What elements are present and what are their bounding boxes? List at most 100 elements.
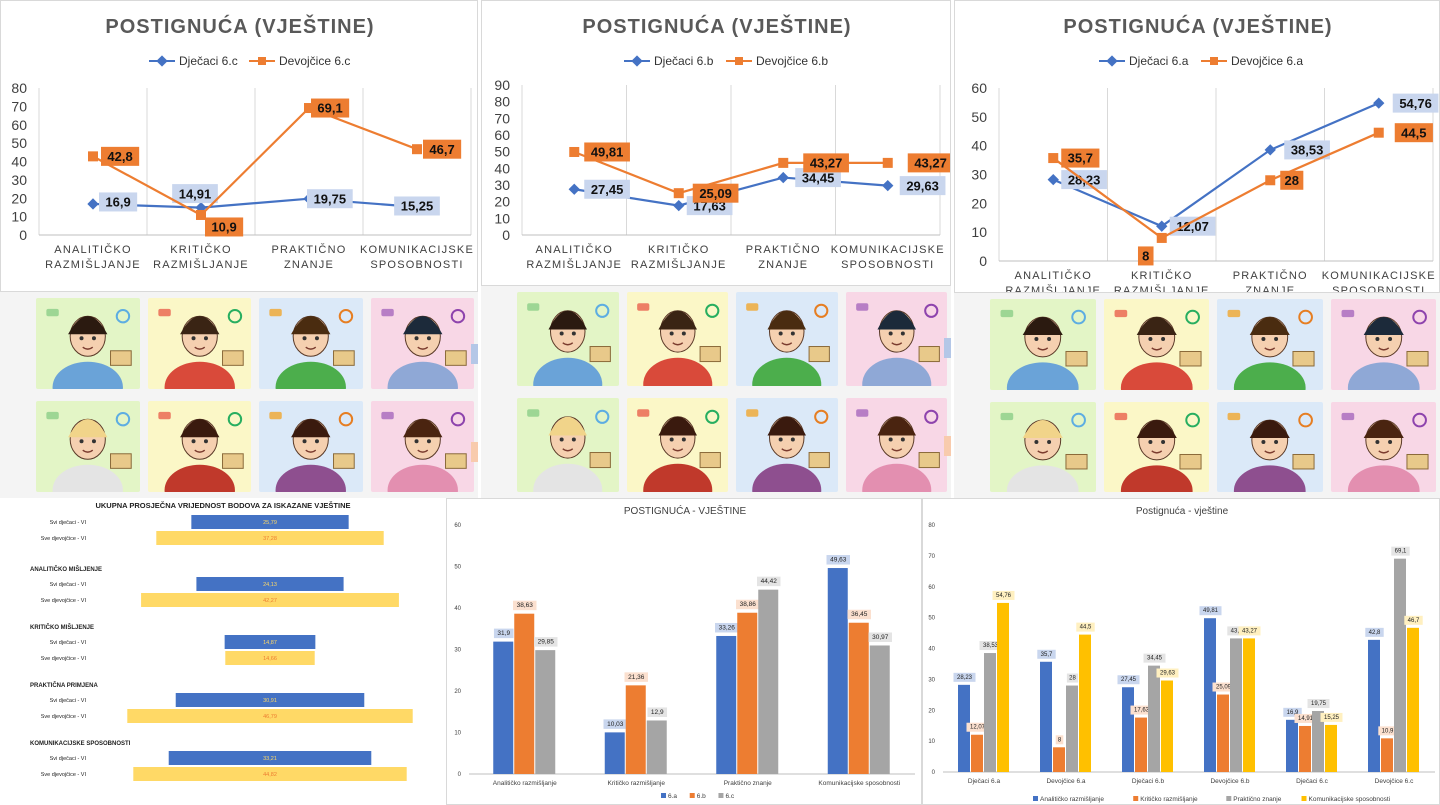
illustration-tile: [36, 401, 140, 492]
y-tick-label: 0: [19, 227, 27, 243]
y-tick-label: 40: [494, 160, 510, 176]
eye-shape: [1387, 337, 1392, 342]
hair-shape: [1136, 317, 1177, 336]
illustration-tile: [370, 401, 474, 492]
mouth-shape: [416, 346, 428, 350]
bar: [848, 622, 869, 774]
data-point: [569, 146, 580, 157]
y-tick-label: 30: [971, 167, 987, 183]
doodle-shape: [1000, 412, 1014, 420]
y-tick-label: 0: [979, 253, 987, 269]
mouth-shape: [781, 342, 793, 346]
doodle-shape: [269, 411, 282, 420]
row-label: Svi dječaci - VI: [50, 698, 87, 704]
doodle-shape: [338, 411, 354, 427]
eye-shape: [559, 437, 564, 442]
side-tab: [944, 436, 951, 456]
x-tick-label: ZNANJE: [284, 259, 334, 271]
bar: [758, 589, 779, 774]
legend-label: Analitičko razmišljanje: [1040, 796, 1104, 803]
y-tick-label: 70: [11, 98, 27, 114]
x-tick-label: ZNANJE: [1245, 285, 1295, 293]
eye-shape: [900, 437, 905, 442]
y-tick-label: 90: [494, 77, 510, 93]
eye-shape: [191, 336, 196, 341]
data-label: 43,2: [1231, 628, 1243, 634]
legend-marker-1: [735, 57, 743, 65]
data-label: 34,45: [802, 170, 835, 185]
x-tick-label: PRAKTIČNO: [746, 243, 821, 256]
data-point: [778, 157, 789, 168]
eye-shape: [1047, 337, 1052, 342]
eye-shape: [1274, 439, 1279, 444]
data-label-box: [1061, 148, 1100, 168]
student-illustration: [1000, 309, 1088, 390]
hair-shape: [402, 419, 442, 438]
doodle-shape: [1298, 412, 1313, 427]
row-label: Svi dječaci - VI: [50, 640, 87, 646]
legend-marker-0: [1106, 55, 1118, 67]
data-label: 10,9: [1382, 728, 1394, 734]
y-tick-label: 70: [928, 554, 935, 560]
data-label: 38,86: [740, 601, 757, 608]
data-label-box: [584, 142, 630, 162]
data-label: 8: [1058, 737, 1062, 743]
data-label: 46,7: [429, 142, 454, 157]
line-chart-6c-panel: POSTIGNUĆA (VJEŠTINE) Dječaci 6.c Devojčic…: [0, 0, 478, 292]
illustration-tile: [1330, 401, 1436, 492]
eye-shape: [669, 331, 674, 336]
bar: [1040, 661, 1052, 772]
y-tick-label: 60: [928, 585, 935, 591]
y-tick-label: 40: [928, 647, 935, 653]
data-point: [196, 209, 206, 220]
data-label-box: [1391, 546, 1410, 556]
bar: [175, 693, 365, 707]
bar: [604, 732, 625, 774]
bar: [224, 635, 316, 649]
mouth-shape: [1150, 449, 1162, 454]
row-label: Svi dječaci - VI: [50, 756, 87, 762]
shirt-shape: [533, 463, 603, 492]
legend-label-0: Dječaci 6.b: [654, 54, 714, 68]
data-label: 43,27: [1242, 628, 1258, 634]
student-illustration: [1114, 412, 1202, 492]
doodle-shape: [595, 409, 610, 424]
data-point: [882, 179, 894, 192]
book-shape: [333, 453, 355, 469]
data-label-box: [1212, 682, 1235, 692]
bar-value: 24,13: [263, 582, 277, 588]
mouth-shape: [1377, 347, 1389, 351]
row-label: Svi dječaci - VI: [50, 520, 87, 526]
data-label: 16,9: [1287, 710, 1299, 716]
bar: [984, 653, 996, 772]
bar: [493, 641, 514, 774]
data-label-box: [692, 183, 739, 203]
x-tick-label: Kritičko razmišljanje: [608, 780, 666, 787]
line-chart-6a: POSTIGNUĆA (VJEŠTINE) Dječaci 6.a Devojčic…: [971, 14, 1439, 293]
data-label: 44,5: [1080, 625, 1092, 631]
data-label-box: [1076, 622, 1095, 632]
mouth-shape: [671, 448, 683, 452]
mouth-shape: [1264, 449, 1276, 454]
data-label-box: [795, 168, 841, 188]
data-label-box: [1394, 123, 1433, 143]
doodle-shape: [1227, 412, 1241, 420]
hair-shape: [68, 419, 108, 438]
x-tick-label: ANALITIČKO: [1015, 269, 1092, 282]
data-label-box: [624, 672, 648, 682]
eye-shape: [91, 439, 96, 444]
data-label: 38,63: [517, 602, 534, 609]
shirt-shape: [164, 361, 235, 389]
data-label: 30,97: [872, 634, 889, 641]
legend-swatch: [1033, 796, 1038, 801]
mouth-shape: [82, 449, 94, 453]
book-shape: [1178, 350, 1202, 367]
illustration-tile: [259, 298, 363, 389]
eye-shape: [1160, 439, 1165, 444]
y-tick-label: 0: [502, 227, 510, 243]
x-tick-label: KOMUNIKACIJSKE: [1322, 270, 1436, 282]
x-tick-label: Komunikacijske sposobnosti: [818, 780, 900, 787]
y-tick-label: 10: [454, 731, 461, 737]
student-illustration: [157, 308, 244, 389]
doodle-shape: [923, 303, 938, 318]
